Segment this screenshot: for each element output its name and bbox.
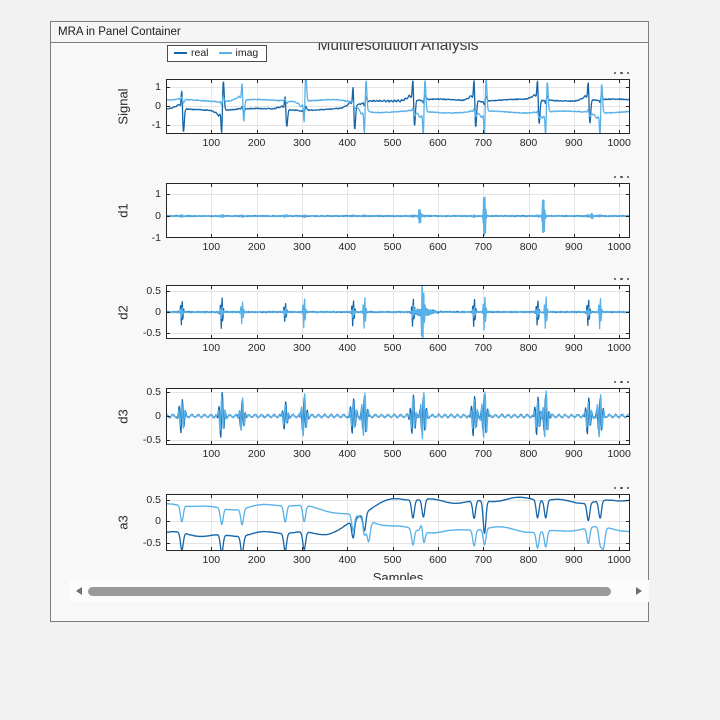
x-tick-label: 400 (338, 137, 357, 149)
axes[interactable]: d2 0.5 0 -0.5 100 200 300 400 500 600 700 800 900 10… (116, 277, 631, 354)
y-tick-label: 0 (155, 515, 161, 528)
y-tick-label: 1 (155, 188, 161, 200)
x-tick-label: 600 (429, 241, 447, 253)
x-tick-label: 700 (474, 342, 492, 354)
x-tick-label: 900 (565, 137, 583, 149)
axes[interactable]: d1 1 0 -1 100 200 300 400 500 600 700 800 900 1000 (116, 175, 631, 253)
axes-toolbar-ellipsis-icon[interactable] (610, 64, 629, 75)
y-tick-label: 1 (155, 81, 161, 94)
x-tick-label: 800 (519, 241, 538, 253)
x-tick-label: 1000 (607, 554, 631, 566)
plot-canvas[interactable] (166, 388, 630, 445)
y-tick-label: -1 (151, 232, 161, 244)
x-tick-label: 300 (293, 241, 311, 253)
x-tick-label: 500 (383, 342, 402, 354)
x-tick-label: 300 (293, 137, 311, 149)
x-tick-label: 400 (338, 448, 357, 460)
x-tick-label: 300 (293, 342, 311, 354)
x-tick-label: 800 (519, 448, 538, 460)
x-tick-label: 700 (474, 137, 492, 149)
y-tick-label: 0 (155, 306, 161, 318)
y-tick-label: 0 (155, 100, 161, 113)
x-tick-label: 100 (202, 448, 221, 460)
y-tick-label: -0.5 (142, 536, 161, 549)
scroll-right-arrow-icon[interactable] (636, 586, 642, 595)
x-tick-label: 600 (429, 137, 447, 149)
scrollbar-thumb[interactable] (88, 586, 611, 596)
axes[interactable]: a3 0.5 0 -0.5 100 200 300 400 500 600 700 800 900 10… (116, 486, 631, 566)
x-tick-label: 600 (429, 342, 447, 354)
x-tick-label: 100 (202, 554, 221, 566)
y-tick-label: 0 (155, 210, 161, 222)
x-tick-label: 400 (338, 241, 357, 253)
x-tick-label: 1000 (607, 137, 631, 149)
x-tick-label: 1000 (607, 448, 631, 460)
x-tick-label: 1000 (607, 241, 631, 253)
legend-label-imag: imag (235, 47, 259, 59)
x-tick-label: 600 (429, 448, 447, 460)
x-tick-label: 800 (519, 137, 538, 149)
x-tick-label: 1000 (607, 342, 631, 354)
x-tick-label: 100 (202, 342, 221, 354)
y-tick-label: -1 (151, 118, 161, 131)
plots-area: Signal 1 0 -1 100 200 300 400 500 600 700 800 900 10… (51, 22, 648, 621)
legend[interactable]: real imag (167, 45, 268, 62)
x-tick-label: 200 (247, 342, 266, 354)
x-tick-label: 900 (565, 241, 583, 253)
x-tick-label: 200 (247, 137, 266, 149)
real-line-swatch (174, 52, 187, 54)
axes-toolbar-ellipsis-icon[interactable] (610, 479, 629, 490)
y-tick-label: 0.5 (146, 284, 161, 297)
x-tick-label: 200 (247, 241, 266, 253)
x-tick-label: 400 (338, 342, 357, 354)
axes-toolbar-ellipsis-icon[interactable] (610, 373, 629, 384)
x-tick-label: 200 (247, 554, 266, 566)
x-tick-label: 900 (565, 554, 583, 566)
axes[interactable]: Signal 1 0 -1 100 200 300 400 500 600 700 800 900 10… (116, 71, 631, 149)
plot-canvas[interactable] (166, 183, 630, 238)
imag-line-swatch (218, 52, 232, 54)
y-tick-label: -0.5 (142, 327, 161, 340)
y-tick-label: -0.5 (142, 434, 161, 447)
mra-panel-container: MRA in Panel Container Multiresolution A… (50, 21, 649, 622)
x-tick-label: 800 (519, 342, 538, 354)
scroll-left-arrow-icon[interactable] (76, 586, 82, 595)
x-tick-label: 600 (429, 554, 447, 566)
y-tick-label: 0.5 (146, 385, 161, 398)
x-tick-label: 900 (565, 342, 583, 354)
x-tick-label: 300 (293, 554, 311, 566)
y-tick-label: 0.5 (146, 494, 161, 507)
axes[interactable]: d3 0.5 0 -0.5 100 200 300 400 500 600 700 800 900 10… (116, 380, 631, 460)
plot-canvas[interactable] (166, 79, 630, 134)
x-tick-label: 500 (383, 137, 402, 149)
x-tick-label: 200 (247, 448, 266, 460)
x-tick-label: 100 (202, 241, 221, 253)
x-tick-label: 700 (474, 448, 492, 460)
legend-item-imag[interactable]: imag (218, 47, 259, 59)
x-tick-label: 300 (293, 448, 311, 460)
y-tick-label: 0 (155, 410, 161, 423)
x-tick-label: 500 (383, 448, 402, 460)
legend-label-real: real (191, 47, 209, 59)
x-tick-label: 500 (383, 554, 402, 566)
axes-toolbar-ellipsis-icon[interactable] (610, 270, 629, 281)
axes-toolbar-ellipsis-icon[interactable] (610, 168, 629, 179)
panel-title: MRA in Panel Container (58, 26, 181, 38)
x-tick-label: 800 (519, 554, 538, 566)
legend-item-real[interactable]: real (174, 47, 209, 59)
x-tick-label: 500 (383, 241, 402, 253)
x-tick-label: 700 (474, 554, 492, 566)
plot-canvas[interactable] (166, 285, 630, 339)
x-tick-label: 700 (474, 241, 492, 253)
panel-title-bar: MRA in Panel Container (51, 22, 648, 43)
x-tick-label: 400 (338, 554, 357, 566)
x-tick-label: 100 (202, 137, 221, 149)
horizontal-scrollbar[interactable] (69, 580, 649, 602)
x-tick-label: 900 (565, 448, 583, 460)
plot-canvas[interactable] (166, 494, 630, 551)
